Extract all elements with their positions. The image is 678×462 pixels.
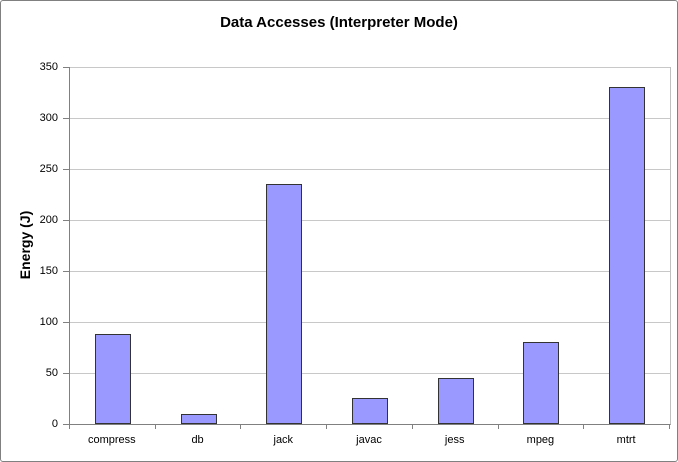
x-tick-mark-3 [326, 425, 328, 429]
x-category-label-compress: compress [88, 434, 136, 446]
x-tick-mark-1 [154, 425, 156, 429]
y-tick-mark-250 [63, 169, 69, 170]
y-tick-label-200: 200 [39, 214, 58, 226]
y-tick-mark-300 [63, 118, 69, 119]
y-tick-label-0: 0 [51, 418, 58, 430]
gridline-350 [70, 67, 670, 68]
x-category-label-mpeg: mpeg [526, 434, 555, 446]
x-tick-mark-4 [411, 425, 413, 429]
bar-mtrt [609, 87, 646, 424]
bar-mpeg [523, 342, 560, 424]
x-category-label-db: db [191, 434, 204, 446]
y-tick-label-50: 50 [45, 367, 58, 379]
chart-title: Data Accesses (Interpreter Mode) [220, 14, 458, 31]
x-tick-mark-7 [669, 425, 670, 429]
bar-db [180, 414, 217, 424]
y-tick-mark-0 [63, 424, 69, 425]
x-tick-mark-5 [497, 425, 499, 429]
y-tick-mark-350 [63, 67, 69, 68]
plot-area [69, 67, 671, 425]
gridline-50 [70, 373, 670, 374]
x-tick-mark-0 [69, 425, 70, 429]
gridline-200 [70, 220, 670, 221]
bar-compress [94, 334, 131, 424]
y-tick-label-350: 350 [39, 61, 58, 73]
y-tick-mark-100 [63, 322, 69, 323]
gridline-150 [70, 271, 670, 272]
y-tick-mark-200 [63, 220, 69, 221]
bar-jack [266, 184, 303, 424]
gridline-250 [70, 169, 670, 170]
x-tick-mark-2 [240, 425, 242, 429]
x-category-label-jess: jess [444, 434, 465, 446]
x-category-label-jack: jack [273, 434, 294, 446]
x-tick-mark-6 [583, 425, 585, 429]
y-tick-label-100: 100 [39, 316, 58, 328]
x-category-label-javac: javac [356, 434, 382, 446]
bar-jess [437, 378, 474, 424]
y-tick-label-250: 250 [39, 163, 58, 175]
bar-javac [352, 398, 388, 424]
x-category-label-mtrt: mtrt [616, 434, 636, 446]
y-tick-mark-150 [63, 271, 69, 272]
y-tick-label-300: 300 [39, 112, 58, 124]
y-tick-mark-50 [63, 373, 69, 374]
gridline-300 [70, 118, 670, 119]
y-tick-label-150: 150 [39, 265, 58, 277]
gridline-100 [70, 322, 670, 323]
